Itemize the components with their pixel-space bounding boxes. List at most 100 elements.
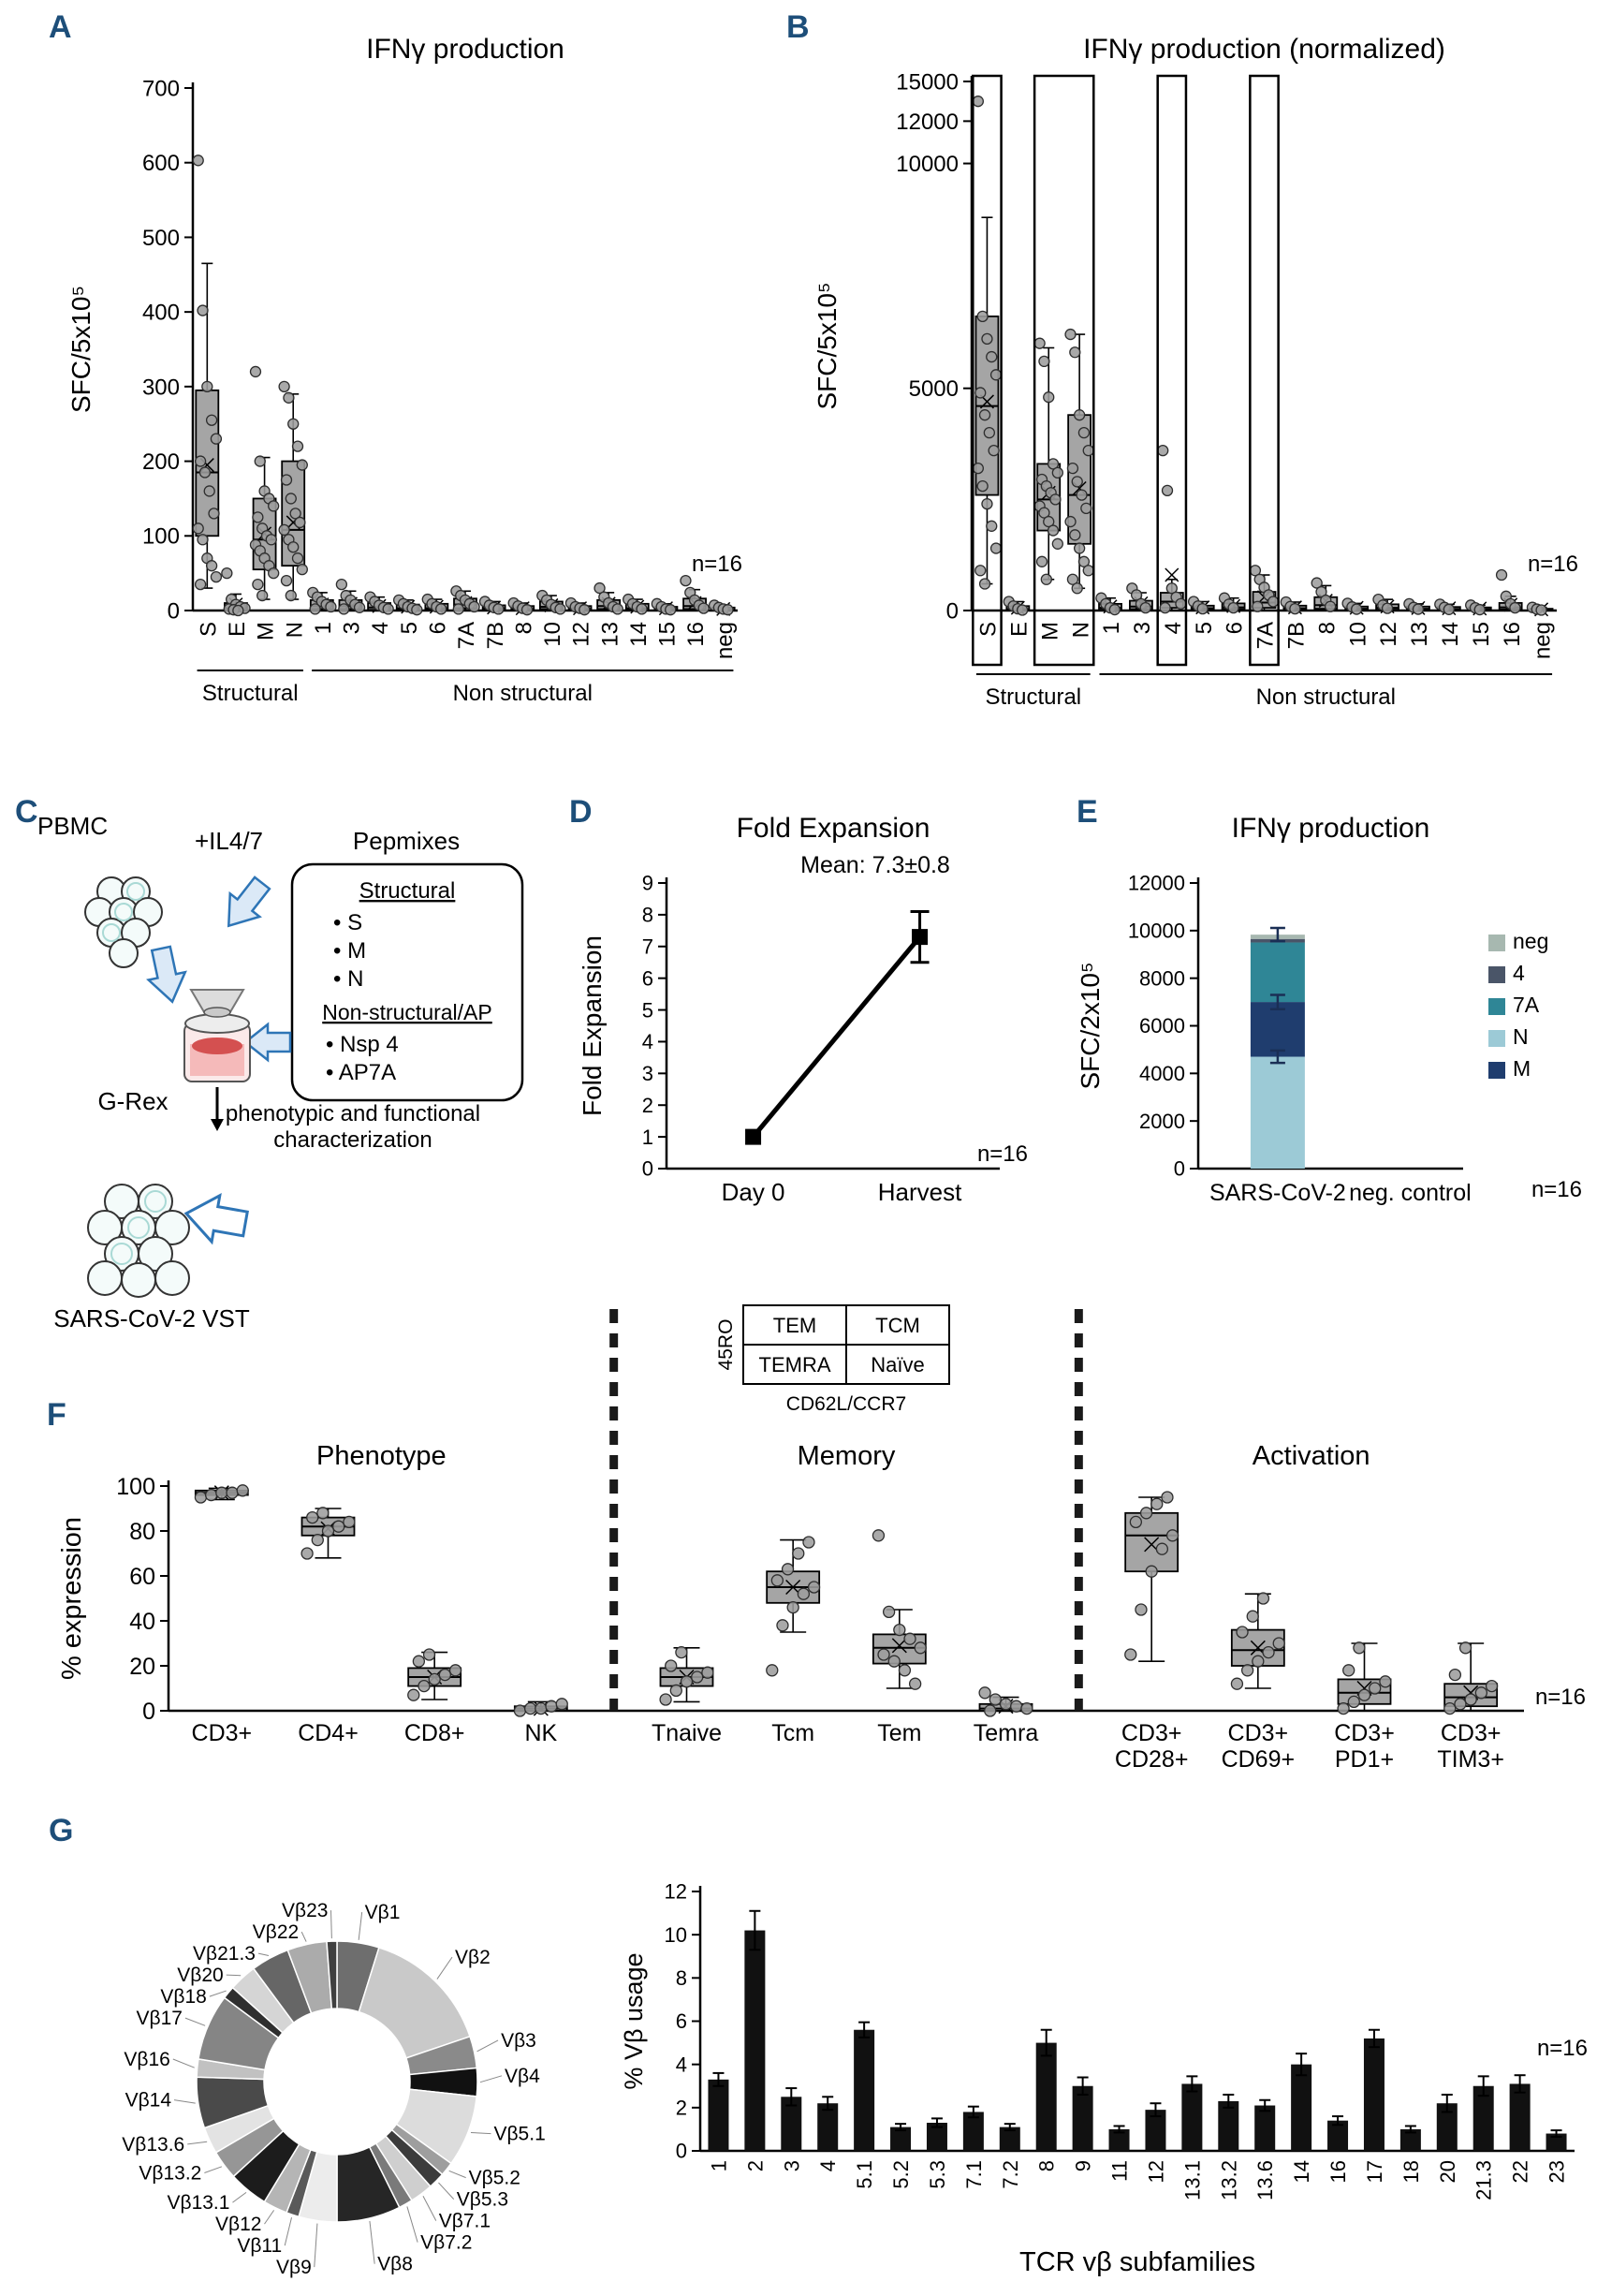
pepmixes-title: Pepmixes	[353, 827, 460, 855]
legend-label-neg: neg	[1513, 929, 1548, 953]
bar-2	[744, 1930, 766, 2151]
svg-text:CD3+: CD3+	[1228, 1720, 1289, 1746]
svg-text:0: 0	[642, 1157, 653, 1181]
donut-label-Vβ5.1: Vβ5.1	[493, 2124, 545, 2145]
bar-13.1	[1181, 2083, 1203, 2151]
svg-text:13.6: 13.6	[1253, 2160, 1277, 2200]
svg-text:neg: neg	[712, 622, 738, 659]
donut-label-Vβ13.2: Vβ13.2	[139, 2162, 201, 2184]
svg-text:12000: 12000	[1128, 872, 1185, 895]
donut-label-Vβ5.3: Vβ5.3	[457, 2189, 508, 2211]
donut-label-Vβ4: Vβ4	[505, 2066, 540, 2087]
y-axis-label: % Vβ usage	[620, 1952, 648, 2089]
svg-text:TCM: TCM	[875, 1314, 920, 1337]
box-3	[335, 578, 366, 615]
bar-14	[1291, 2064, 1312, 2151]
section-title-Activation: Activation	[1253, 1441, 1370, 1471]
bar-11	[1108, 2128, 1130, 2151]
svg-text:5: 5	[1192, 622, 1217, 634]
mean-annotation: Mean: 7.3±0.8	[800, 852, 950, 878]
donut-label-Vβ5.2: Vβ5.2	[469, 2168, 520, 2189]
svg-text:10000: 10000	[896, 152, 959, 177]
donut-label-Vβ18: Vβ18	[160, 1986, 206, 2008]
box-N	[278, 380, 308, 602]
svg-text:9: 9	[1072, 2160, 1095, 2171]
bar-5.2	[890, 2127, 912, 2151]
box-10	[1341, 597, 1370, 615]
svg-text:20: 20	[129, 1654, 155, 1680]
svg-text:7A: 7A	[454, 622, 479, 649]
memory-table-cell	[742, 1304, 847, 1346]
box-1	[307, 586, 337, 615]
segment-M	[1250, 1002, 1305, 1057]
legend-label-4: 4	[1513, 961, 1525, 985]
bar-3	[781, 2097, 802, 2151]
svg-text:60: 60	[129, 1564, 155, 1590]
svg-text:SARS-CoV-2: SARS-CoV-2	[1209, 1180, 1346, 1206]
svg-text:3: 3	[780, 2160, 803, 2171]
box-CD8+	[407, 1648, 462, 1701]
box-15	[1465, 599, 1492, 616]
box-16	[680, 574, 710, 614]
svg-text:1: 1	[642, 1126, 653, 1149]
n-label: n=16	[1528, 552, 1578, 577]
segment-7A	[1250, 942, 1305, 1003]
svg-text:7.2: 7.2	[999, 2160, 1022, 2189]
chart-title: IFNγ production	[1232, 813, 1430, 844]
svg-text:CD3+: CD3+	[1334, 1720, 1395, 1746]
svg-text:2000: 2000	[1139, 1110, 1185, 1133]
donut-label-Vβ23: Vβ23	[282, 1900, 328, 1921]
svg-text:4: 4	[368, 622, 393, 634]
svg-text:22: 22	[1509, 2160, 1532, 2183]
donut-label-Vβ13.6: Vβ13.6	[122, 2134, 184, 2156]
svg-text:CD3+: CD3+	[192, 1720, 253, 1746]
legend-label-N: N	[1513, 1024, 1529, 1049]
svg-text:15: 15	[1469, 622, 1494, 647]
bar-4	[817, 2103, 839, 2151]
svg-text:N: N	[1068, 622, 1093, 638]
legend-label-7A: 7A	[1513, 993, 1540, 1017]
svg-text:10: 10	[1345, 622, 1370, 647]
highlight-box	[972, 74, 1003, 667]
box-4	[364, 591, 394, 615]
bar-13.2	[1218, 2100, 1239, 2151]
chart-title: IFNγ production (normalized)	[1083, 34, 1445, 65]
svg-text:TIM3+: TIM3+	[1437, 1746, 1504, 1773]
svg-text:8: 8	[1314, 622, 1340, 634]
chart-title: Fold Expansion	[737, 813, 930, 844]
bar-22	[1509, 2083, 1531, 2151]
E-plot: IFNγ production SFC/2x10⁵ 0 2000 4000 6000 800…	[1076, 813, 1582, 1206]
donut-label-Vβ21.3: Vβ21.3	[193, 1943, 256, 1965]
svg-text:Tnaive: Tnaive	[652, 1720, 722, 1746]
svg-text:5.2: 5.2	[889, 2160, 913, 2189]
svg-text:12: 12	[665, 1880, 687, 1904]
svg-text:4: 4	[1161, 622, 1186, 634]
svg-text:TEMRA: TEMRA	[759, 1353, 831, 1376]
bar-12	[1145, 2110, 1166, 2151]
svg-text:600: 600	[142, 151, 180, 176]
box-CD3+-CD69+	[1230, 1592, 1285, 1690]
bar-21.3	[1472, 2085, 1494, 2151]
box-1	[1095, 592, 1122, 616]
panel-A-ifng-production-boxplot: IFNγ production SFC/5x10⁵ 0 100 200 300 400 500…	[66, 34, 742, 706]
panel-C-letter: C	[15, 794, 38, 830]
highlight-box	[1033, 74, 1095, 667]
donut-label-Vβ16: Vβ16	[124, 2049, 169, 2070]
svg-text:16: 16	[683, 622, 709, 647]
y-axis-label: SFC/5x10⁵	[66, 286, 95, 413]
svg-text:1: 1	[1099, 622, 1124, 634]
memory-table-left-label: 45RO	[715, 1319, 737, 1371]
box-N	[1064, 328, 1094, 595]
x-axis-label: TCR vβ subfamilies	[1019, 2247, 1255, 2277]
donut-label-Vβ11: Vβ11	[237, 2235, 282, 2257]
highlight-box	[1156, 74, 1188, 667]
pbmc-cells-icon	[84, 876, 163, 968]
svg-text:2: 2	[743, 2160, 767, 2171]
svg-text:20: 20	[1436, 2160, 1459, 2183]
svg-text:0: 0	[946, 598, 959, 624]
nonstructural-heading: Non-structural/AP	[322, 1000, 492, 1024]
svg-text:5.1: 5.1	[853, 2160, 876, 2189]
